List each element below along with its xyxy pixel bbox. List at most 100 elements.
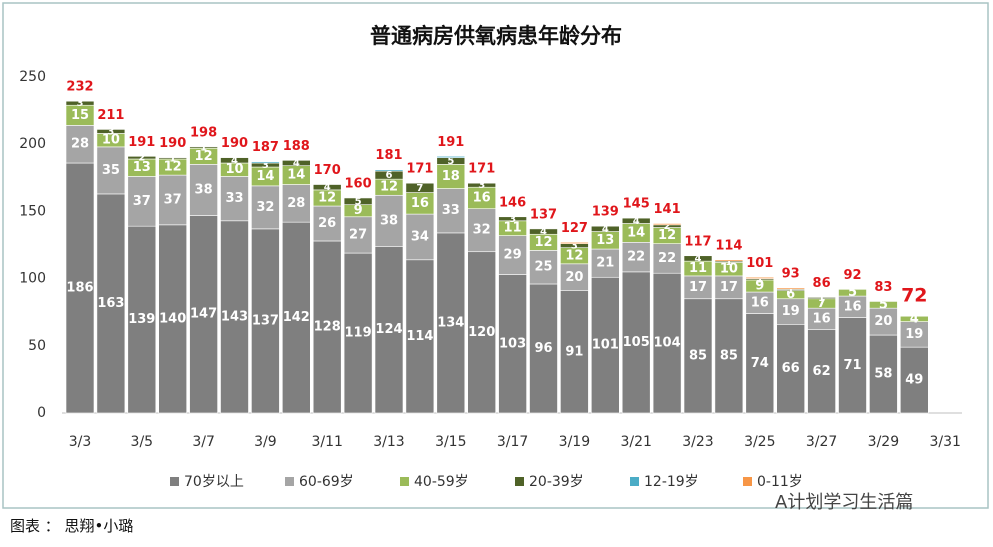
bar-segment — [621, 271, 651, 414]
data-label: 18 — [442, 169, 460, 184]
bar-segment — [96, 129, 126, 134]
bar-segment — [683, 298, 713, 414]
total-label: 181 — [375, 148, 402, 163]
data-label: 4 — [231, 155, 238, 166]
bar-segment — [776, 287, 806, 290]
bar-segment — [529, 250, 558, 285]
bar-segment — [96, 146, 126, 195]
data-label: 19 — [905, 327, 923, 342]
bar-segment — [621, 242, 651, 273]
data-label: 12 — [565, 248, 583, 263]
data-label: 32 — [256, 200, 274, 215]
bar-segment — [127, 176, 157, 227]
data-label: 104 — [654, 336, 681, 351]
x-tick-label: 3/3 — [69, 434, 92, 450]
data-label: 6 — [786, 287, 795, 302]
bar-segment — [343, 197, 373, 205]
data-label: 1 — [169, 153, 176, 164]
total-label: 93 — [782, 267, 800, 282]
bar-segment — [127, 155, 157, 160]
bar-segment — [899, 315, 929, 322]
legend-swatch — [743, 477, 752, 486]
data-label: 12 — [195, 149, 213, 164]
data-label: 22 — [627, 250, 645, 265]
bar-segment — [529, 283, 558, 414]
data-label: 37 — [164, 192, 182, 207]
data-label: 2 — [664, 221, 671, 232]
bar-segment — [560, 290, 589, 414]
legend-label: 40-59岁 — [414, 474, 469, 490]
data-label: 38 — [195, 182, 213, 197]
data-label: 1 — [725, 257, 732, 268]
data-label: 16 — [473, 190, 491, 205]
data-label: 137 — [252, 313, 279, 328]
data-label: 101 — [592, 338, 619, 353]
total-label: 211 — [97, 108, 124, 123]
data-label: 128 — [314, 319, 341, 334]
bar-segment — [652, 223, 682, 226]
total-label: 83 — [874, 280, 892, 295]
total-label: 139 — [592, 205, 619, 220]
data-label: 103 — [499, 336, 526, 351]
data-label: 4 — [633, 216, 640, 227]
data-label: 34 — [411, 229, 429, 244]
x-tick-label: 3/27 — [806, 434, 837, 450]
total-label: 198 — [190, 125, 217, 140]
bar-segment — [560, 242, 589, 244]
data-label: 21 — [596, 256, 614, 271]
x-tick-label: 3/9 — [254, 434, 277, 450]
bar-segment — [467, 251, 497, 414]
y-tick-label: 50 — [28, 338, 46, 354]
data-label: 28 — [71, 137, 89, 152]
data-label: 10 — [102, 133, 120, 148]
data-label: 12 — [380, 180, 398, 195]
bar-segment — [869, 301, 898, 309]
bar-segment — [436, 232, 466, 414]
x-tick-label: 3/29 — [868, 434, 899, 450]
data-label: 1 — [787, 285, 794, 296]
bar-segment — [776, 323, 806, 414]
x-tick-label: 3/31 — [929, 434, 960, 450]
bar-segment — [65, 100, 95, 106]
y-tick-label: 250 — [19, 69, 46, 85]
total-label: 127 — [561, 221, 588, 236]
data-label: 120 — [468, 325, 495, 340]
data-label: 71 — [843, 358, 861, 373]
bar-segment — [467, 208, 497, 253]
data-label: 66 — [782, 361, 800, 376]
data-label: 7 — [817, 296, 826, 311]
bar-segment — [189, 146, 218, 149]
total-label: 188 — [283, 139, 310, 154]
bar-segment — [312, 240, 342, 414]
data-label: 17 — [720, 280, 738, 295]
bar-segment — [838, 289, 867, 297]
bar-segment — [590, 225, 620, 232]
x-tick-label: 3/23 — [682, 434, 713, 450]
data-label: 91 — [565, 344, 583, 359]
bar-segment — [807, 329, 836, 414]
data-label: 4 — [910, 311, 919, 326]
data-label: 14 — [287, 168, 305, 183]
data-label: 124 — [375, 322, 402, 337]
data-label: 147 — [190, 307, 217, 322]
legend-label: 0-11岁 — [757, 474, 803, 490]
x-tick-label: 3/17 — [497, 434, 528, 450]
data-label: 3 — [77, 98, 84, 109]
bar-segment — [220, 157, 249, 164]
data-label: 4 — [324, 182, 331, 193]
data-label: 58 — [874, 367, 892, 382]
data-label: 3 — [478, 180, 485, 191]
data-label: 38 — [380, 213, 398, 228]
total-label: 171 — [468, 162, 495, 177]
bar-segment — [189, 215, 218, 414]
data-label: 11 — [504, 221, 522, 236]
legend-swatch — [630, 477, 639, 486]
total-label: 191 — [128, 135, 155, 150]
data-label: 14 — [627, 225, 645, 240]
x-tick-label: 3/25 — [744, 434, 775, 450]
bar-segment — [251, 161, 280, 164]
bar-segment — [220, 176, 249, 222]
data-label: 85 — [720, 348, 738, 363]
